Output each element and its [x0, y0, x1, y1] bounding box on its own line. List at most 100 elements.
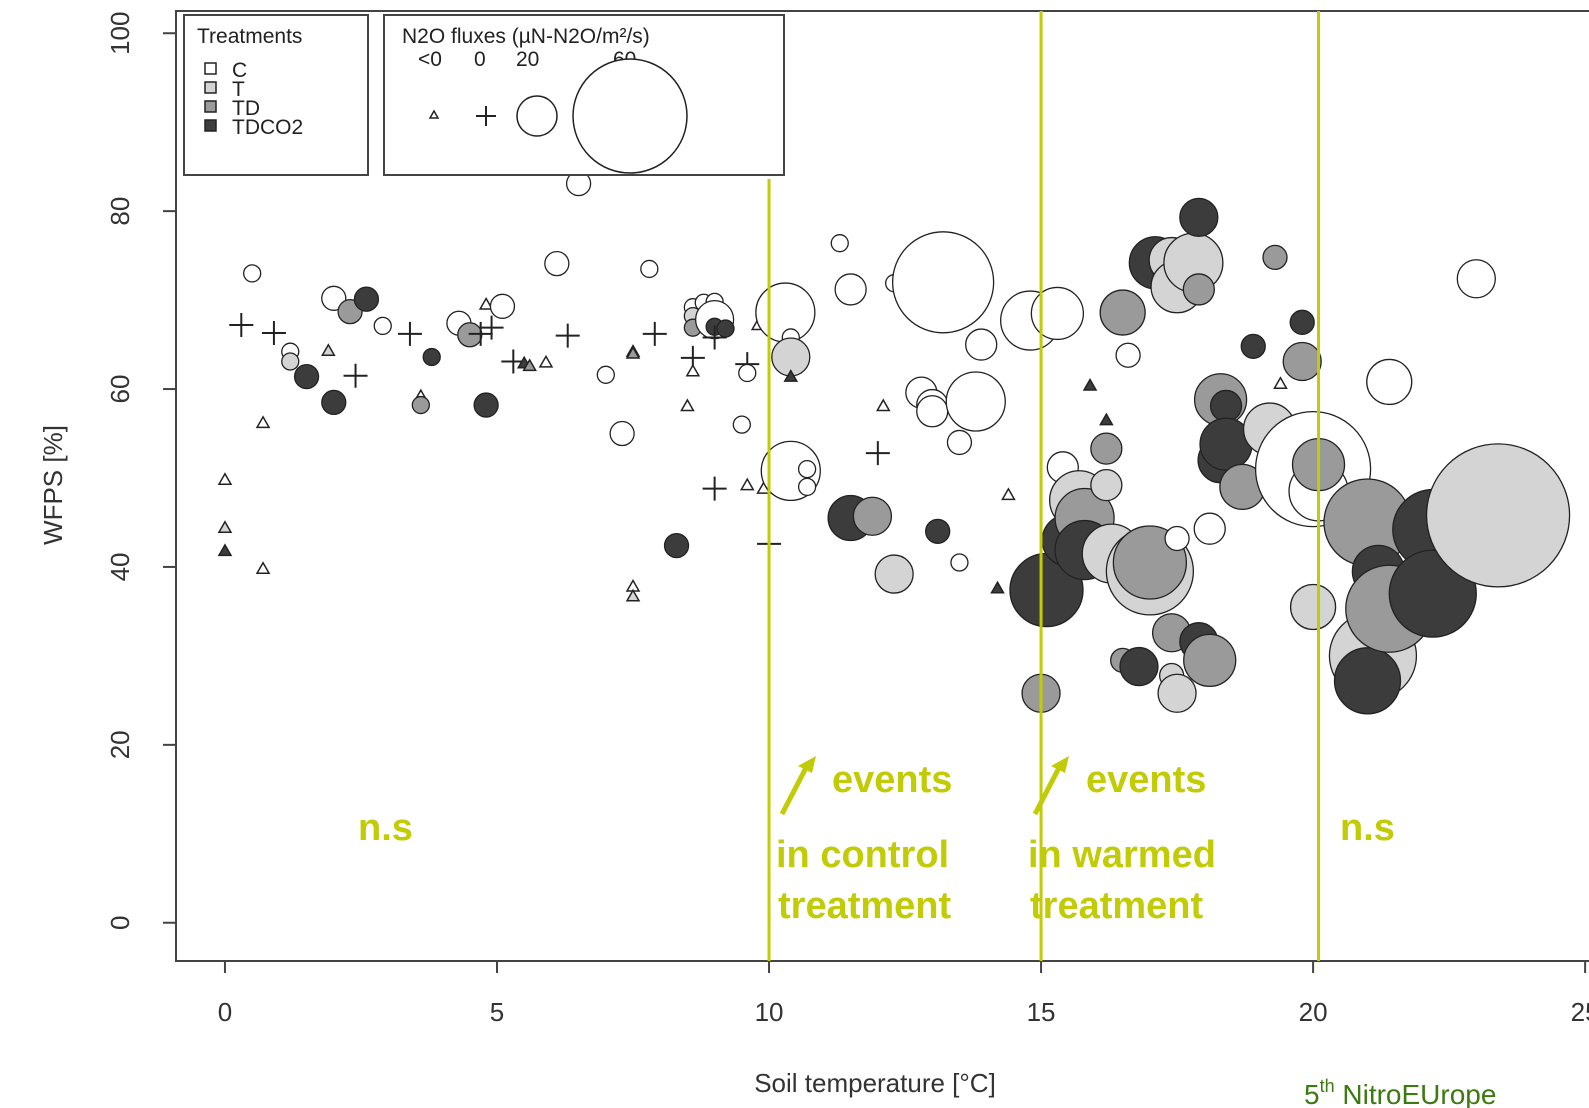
data-point	[834, 273, 867, 306]
legend-swatch	[204, 100, 217, 113]
x-axis: 0 5 10 15 20 25	[218, 961, 1589, 1027]
data-point	[716, 319, 735, 338]
annotation-ns-right: n.s	[1340, 807, 1395, 849]
data-point-negative	[217, 472, 233, 486]
data-point	[1099, 289, 1146, 336]
legend-flux-label-neg: <0	[418, 48, 442, 71]
footer-text: NitroEUrope	[1335, 1079, 1497, 1108]
data-point-zero	[468, 321, 493, 346]
data-point-negative	[478, 297, 494, 310]
data-point-zero	[343, 363, 368, 388]
x-tick-label: 15	[1027, 997, 1056, 1027]
y-axis: 0 20 40 60 80 100	[105, 12, 176, 930]
data-point	[1157, 673, 1197, 713]
annotation-warmed-line2: in warmed	[1028, 834, 1216, 876]
x-tick-label: 25	[1571, 997, 1589, 1027]
data-point-negative	[1273, 376, 1288, 389]
data-point	[373, 316, 392, 336]
legend-flux-label-20: 20	[516, 48, 539, 71]
data-point-zero	[702, 325, 727, 350]
legend-label: T	[232, 78, 245, 101]
plot-frame	[175, 10, 1589, 962]
annotation-control: events in control treatment	[776, 756, 952, 927]
data-point	[422, 347, 441, 367]
annotation-ns-right-text: n.s	[1340, 807, 1395, 849]
data-point	[1333, 647, 1402, 715]
legend-label: C	[232, 59, 247, 82]
data-point	[321, 285, 347, 311]
data-point	[1240, 333, 1266, 359]
data-point	[830, 234, 849, 253]
data-point	[797, 459, 817, 479]
annotation-warmed-line3: treatment	[1030, 885, 1203, 927]
legend-flux-circle-20	[516, 95, 558, 137]
data-point-negative	[1099, 412, 1114, 426]
data-point-negative	[255, 561, 271, 574]
data-point-negative	[321, 343, 336, 357]
arrow-up-head	[1051, 756, 1069, 773]
data-point	[353, 286, 380, 312]
x-tick-label: 0	[218, 997, 232, 1027]
data-point	[243, 264, 262, 283]
data-point	[916, 395, 949, 428]
data-point	[1164, 525, 1190, 552]
data-point-negative	[875, 398, 891, 412]
data-point-negative	[217, 520, 233, 534]
footer-sup: th	[1320, 1076, 1335, 1096]
x-tick-label: 10	[755, 997, 784, 1027]
data-point	[1115, 342, 1141, 368]
data-point	[281, 352, 300, 371]
annotation-warmed-line1: events	[1086, 759, 1206, 801]
legend-label: TD	[232, 97, 260, 120]
data-point	[1425, 443, 1571, 588]
data-point-negative	[680, 398, 695, 412]
arrow-up-head	[798, 756, 816, 773]
data-point-zero	[397, 321, 422, 346]
footer-prefix: 5	[1304, 1079, 1320, 1108]
data-point	[1456, 259, 1496, 299]
data-point	[411, 395, 430, 415]
data-point	[1282, 341, 1322, 382]
legend-label: TDCO2	[232, 116, 303, 139]
data-point	[852, 496, 893, 536]
data-point-zero	[479, 315, 504, 340]
y-axis-title: WFPS [%]	[38, 425, 68, 545]
legend-flux: N2O fluxes (µN-N2O/m²/s) <0 0 20 60	[383, 14, 785, 176]
data-point	[489, 293, 516, 319]
data-point-zero	[865, 441, 890, 466]
legend-treatments-box	[183, 14, 369, 176]
legend-flux-cross	[476, 106, 496, 126]
data-point	[925, 518, 951, 545]
data-point-negative	[990, 580, 1005, 594]
data-point	[1262, 244, 1288, 271]
data-point	[609, 420, 635, 447]
annotation-warmed: events in warmed treatment	[1028, 756, 1216, 927]
legend-treatments-title: Treatments	[197, 25, 302, 48]
x-axis-title: Soil temperature [°C]	[754, 1068, 996, 1098]
data-point	[544, 250, 570, 277]
y-tick-label: 100	[105, 12, 135, 55]
data-point-zero	[642, 321, 667, 346]
data-point	[1119, 646, 1159, 687]
legend-swatch	[204, 81, 217, 94]
data-point	[950, 553, 969, 572]
data-point	[640, 259, 659, 279]
annotation-ns-left: n.s	[358, 807, 413, 849]
data-point-zero	[229, 312, 254, 337]
legend-flux-title: N2O fluxes (µN-N2O/m²/s)	[402, 25, 650, 48]
data-point	[596, 365, 615, 384]
annotation-control-line3: treatment	[778, 885, 951, 927]
y-tick-label: 40	[105, 552, 135, 581]
legend-flux-triangle	[428, 109, 440, 119]
data-point	[945, 371, 1006, 432]
data-point	[1179, 197, 1219, 238]
data-point	[1182, 273, 1215, 306]
data-point	[473, 392, 499, 418]
data-point-zero	[261, 321, 286, 346]
data-point	[1030, 286, 1085, 341]
data-point	[1183, 633, 1237, 687]
data-point-negative	[625, 588, 641, 602]
data-point	[1366, 358, 1413, 406]
